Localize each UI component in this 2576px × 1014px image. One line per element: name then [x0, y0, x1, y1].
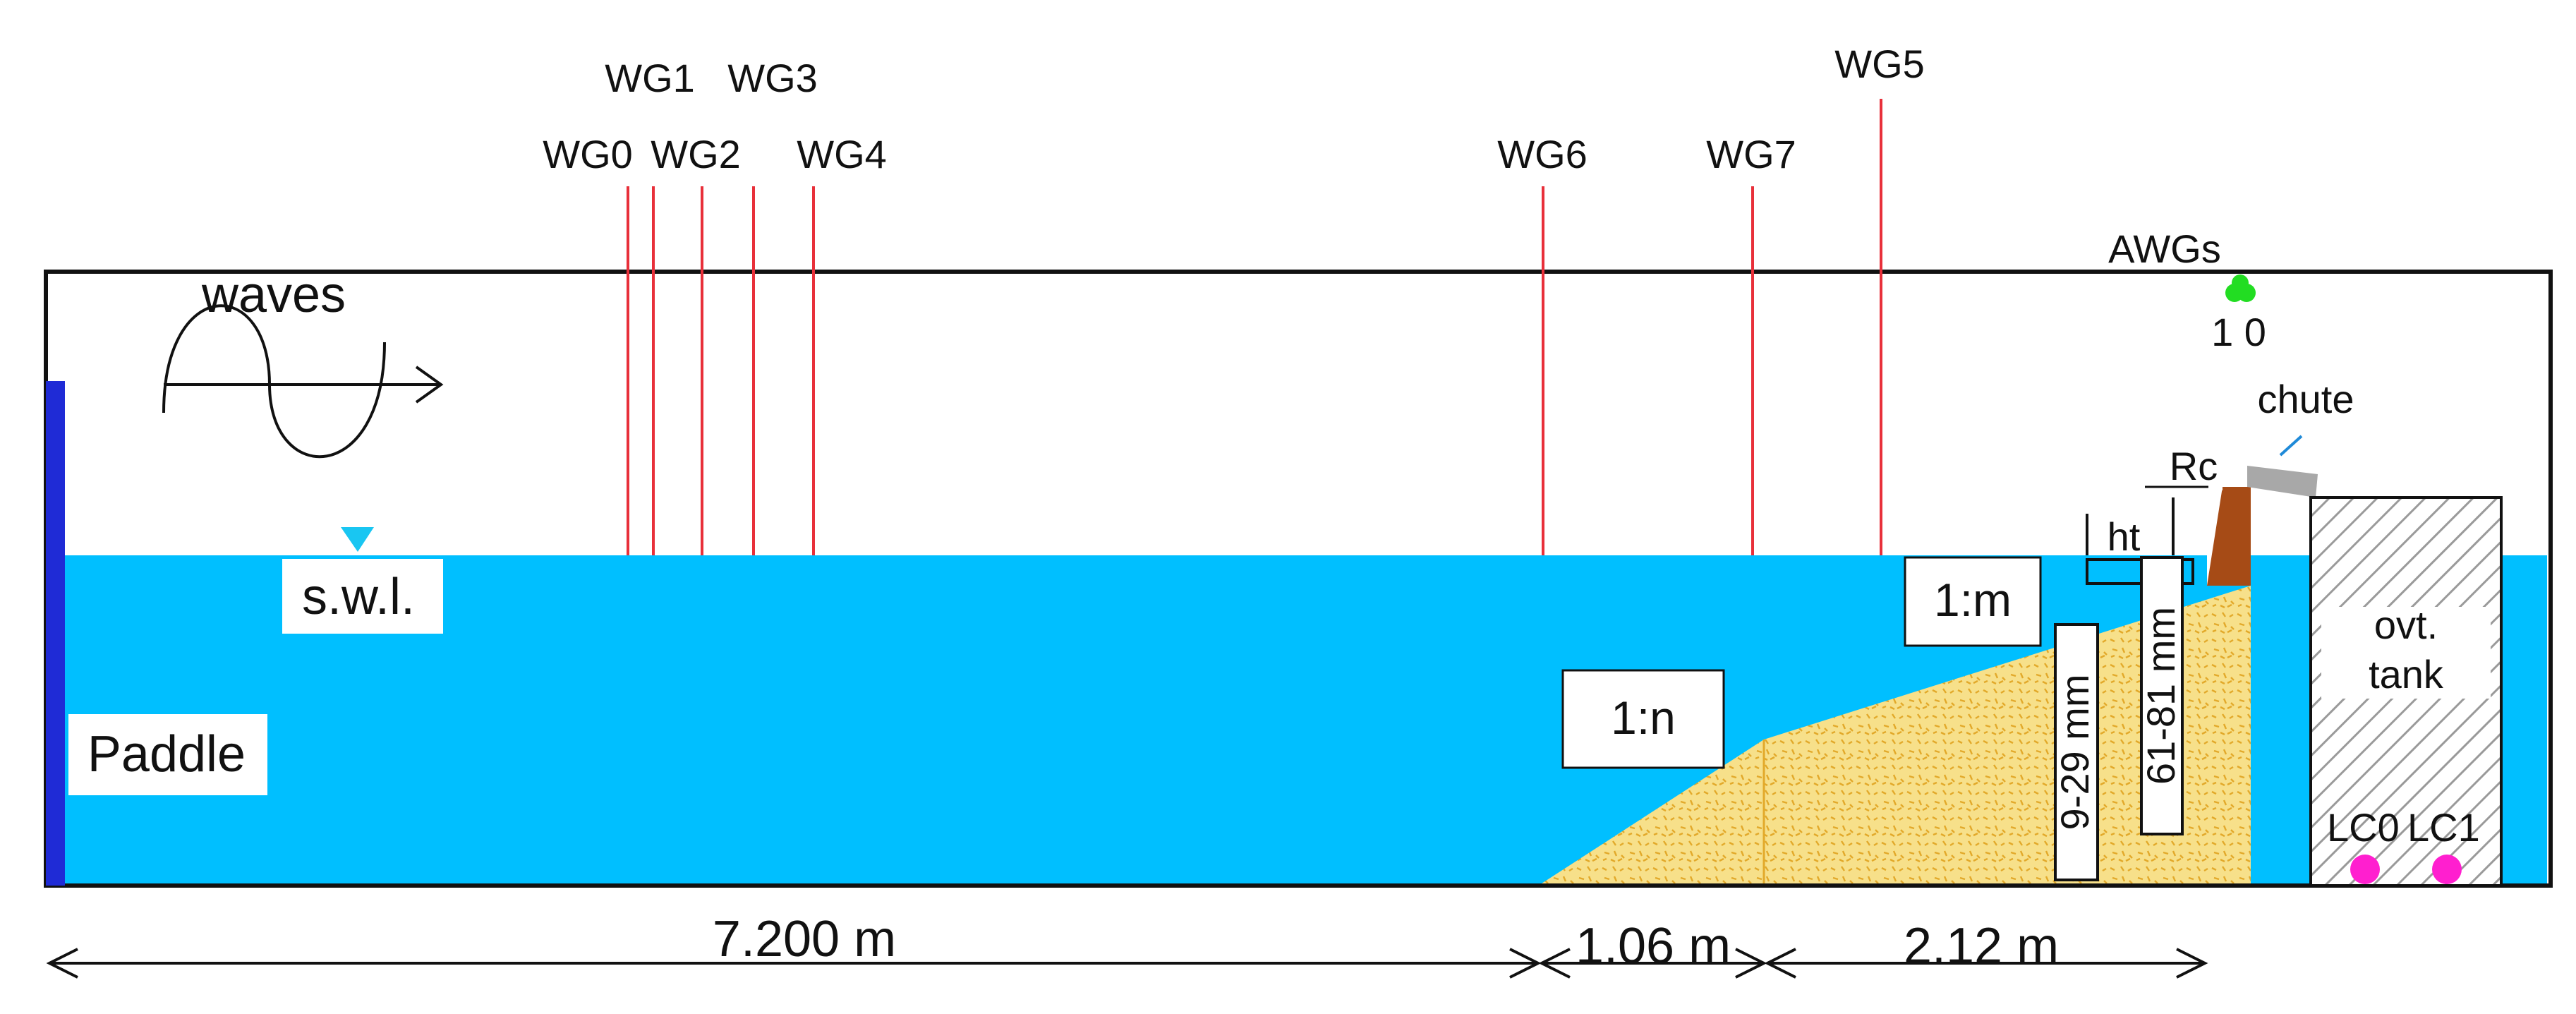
dimension-label: 1.06 m	[1576, 918, 1731, 974]
tank-label-box	[2321, 607, 2491, 699]
wave-gauge-label: WG5	[1834, 42, 1925, 86]
dim-low-label: 9-29 mm	[2052, 675, 2097, 831]
wave-gauge-label: WG3	[727, 56, 818, 100]
dimension-label: 7.200 m	[713, 911, 896, 967]
chute-label: chute	[2258, 377, 2354, 421]
dim-low-box	[2054, 623, 2099, 881]
slope-m-label: 1:m	[1934, 574, 2012, 626]
rc-label-box	[2165, 441, 2223, 490]
slope-n-label: 1:n	[1611, 692, 1676, 744]
wave-gauge-label: WG0	[543, 132, 633, 176]
swl-label: s.w.l.	[302, 569, 415, 625]
chute-pointer-arrow	[2279, 435, 2303, 457]
load-cell-0-label: LC0	[2327, 805, 2400, 850]
waves-label: waves	[201, 267, 346, 323]
load-cell-1-icon	[2432, 855, 2462, 884]
awgs-label: AWGs	[2108, 227, 2221, 271]
paddle-label: Paddle	[87, 726, 246, 783]
paddle-label-box	[68, 714, 267, 795]
crest-wall-block	[2207, 487, 2251, 586]
awg-ids-label: 1 0	[2211, 310, 2266, 354]
dimension-label: 2.12 m	[1904, 918, 2059, 974]
dimension-arrow-7200	[46, 948, 1542, 979]
ht-label: ht	[2108, 514, 2141, 559]
slope-n-box	[1561, 669, 1725, 769]
tank-label-line2: tank	[2369, 652, 2444, 696]
load-cell-1-label: LC1	[2407, 805, 2480, 850]
dimension-arrow-212	[1764, 948, 2208, 979]
wave-gauge-label: WG2	[651, 132, 741, 176]
wave-gauge-label: WG6	[1497, 132, 1588, 176]
tank-label-line1: ovt.	[2374, 603, 2438, 647]
wave-gauge-label: WG7	[1706, 132, 1796, 176]
sine-wave-arrow-icon	[162, 304, 444, 458]
dim-high-label: 61-81 mm	[2139, 607, 2183, 785]
wave-gauge-label: WG1	[605, 56, 695, 100]
load-cell-0-icon	[2350, 855, 2380, 884]
chute	[2247, 466, 2318, 497]
dim-high-box	[2140, 556, 2184, 835]
wave-paddle	[46, 381, 65, 886]
awgs-icon	[2225, 274, 2256, 302]
slope-m-box	[1904, 556, 2042, 647]
rc-label: Rc	[2170, 444, 2218, 488]
swl-icon	[341, 527, 374, 552]
swl-label-box	[282, 559, 443, 634]
wave-gauge-label: WG4	[797, 132, 887, 176]
dimension-arrow-106	[1538, 948, 1767, 979]
